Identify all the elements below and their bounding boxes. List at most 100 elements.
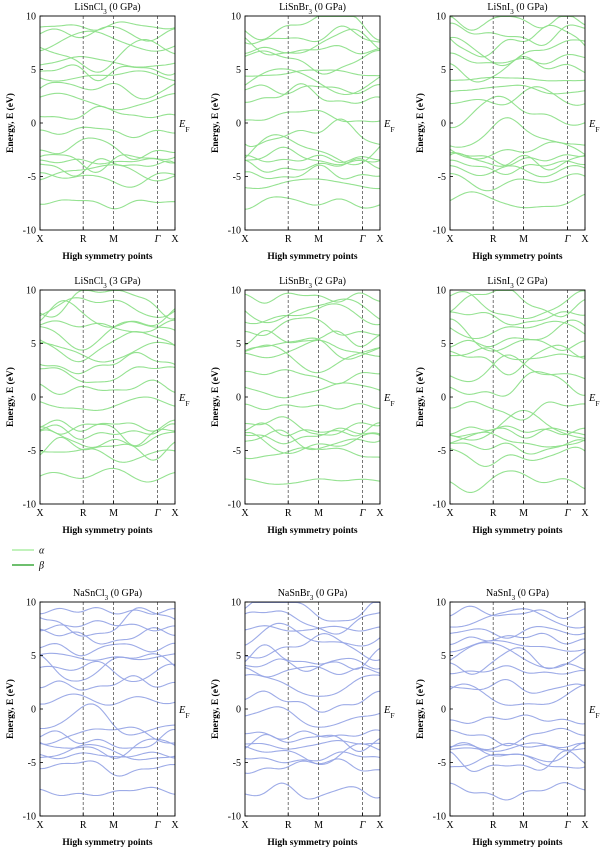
y-tick-label: -5	[438, 172, 446, 183]
y-tick-label: -5	[438, 758, 446, 769]
x-tick-label: R	[285, 820, 292, 831]
x-axis-label: High symmetry points	[62, 838, 153, 848]
band-line	[39, 297, 176, 318]
band-line	[39, 738, 176, 759]
band-line	[244, 292, 381, 304]
x-tick-label: Γ	[359, 508, 366, 519]
band-line	[449, 320, 586, 340]
x-tick-label: Γ	[154, 234, 161, 245]
band-line	[39, 289, 176, 320]
band-line	[449, 678, 586, 694]
band-line	[244, 644, 381, 670]
band-line	[449, 344, 586, 376]
band-line	[449, 626, 586, 639]
panel-title: LiSnCl3 (3 GPa)	[74, 276, 140, 290]
band-line	[244, 158, 381, 173]
band-line	[39, 786, 176, 797]
band-line	[39, 660, 176, 683]
band-line	[39, 620, 176, 632]
x-tick-label: X	[241, 820, 249, 831]
y-tick-label: -10	[433, 812, 446, 823]
band-line	[39, 172, 176, 188]
panel-title: LiSnCl3 (0 GPa)	[74, 2, 140, 16]
band-line	[244, 45, 381, 55]
band-line	[39, 331, 176, 363]
plot-frame	[39, 601, 176, 817]
band-line	[244, 15, 381, 41]
fermi-level-label: EF	[178, 705, 190, 720]
band-line	[244, 25, 381, 45]
band-line	[449, 318, 586, 352]
band-line	[449, 605, 586, 620]
band-line	[39, 25, 176, 42]
y-tick-label: -10	[23, 812, 36, 823]
band-line	[449, 152, 586, 167]
band-line	[39, 366, 176, 383]
plot-frame	[39, 289, 176, 505]
band-line	[449, 347, 586, 361]
band-line	[39, 396, 176, 411]
band-line	[449, 470, 586, 493]
x-axis-label: High symmetry points	[472, 526, 563, 536]
y-tick-label: 5	[236, 339, 241, 350]
band-line	[244, 49, 381, 75]
x-tick-label: R	[80, 234, 87, 245]
panel-title: NaSnCl3 (0 GPa)	[73, 588, 142, 602]
band-line	[449, 84, 586, 95]
band-line	[39, 675, 176, 691]
band-line	[244, 317, 381, 337]
y-tick-label: 10	[26, 286, 36, 297]
band-line	[39, 728, 176, 749]
y-tick-label: 5	[441, 651, 446, 662]
x-tick-label: R	[490, 820, 497, 831]
band-line	[39, 154, 176, 173]
band-line	[449, 647, 586, 675]
y-axis-label: Energy, E (eV)	[415, 93, 426, 153]
x-tick-label: Γ	[564, 508, 571, 519]
x-tick-label: X	[241, 234, 249, 245]
band-line	[244, 329, 381, 348]
x-tick-label: R	[80, 820, 87, 831]
band-line	[244, 178, 381, 190]
band-line	[244, 369, 380, 385]
band-line	[244, 740, 381, 750]
y-tick-label: 0	[441, 119, 446, 130]
y-tick-label: -10	[228, 226, 241, 237]
y-tick-label: 5	[441, 65, 446, 76]
band-line	[244, 427, 381, 445]
band-line	[39, 21, 176, 31]
band-line	[449, 86, 586, 106]
x-tick-label: X	[36, 508, 44, 519]
band-line	[450, 22, 586, 47]
band-line	[39, 92, 176, 111]
band-line	[450, 439, 586, 455]
y-tick-label: -5	[28, 172, 36, 183]
panel-title: LiSnI3 (0 GPa)	[487, 2, 547, 16]
y-tick-label: 10	[26, 598, 36, 609]
band-line	[39, 607, 176, 637]
y-axis-label: Energy, E (eV)	[415, 679, 426, 739]
y-axis-label: Energy, E (eV)	[415, 367, 426, 427]
band-line	[449, 52, 586, 65]
y-tick-label: 10	[436, 12, 446, 23]
band-line	[449, 311, 586, 326]
band-line	[39, 467, 176, 483]
fermi-level-label: EF	[588, 393, 600, 408]
x-tick-label: X	[581, 508, 589, 519]
x-tick-label: X	[581, 820, 589, 831]
band-line	[449, 289, 586, 318]
x-tick-label: Γ	[564, 234, 571, 245]
band-line	[39, 319, 176, 333]
band-line	[40, 703, 176, 736]
band-line	[244, 337, 381, 360]
y-axis-label: Energy, E (eV)	[5, 367, 16, 427]
band-line	[244, 164, 381, 180]
band-line	[449, 446, 586, 467]
band-line	[244, 447, 381, 460]
band-line	[39, 300, 176, 328]
band-line	[244, 28, 381, 56]
x-tick-label: M	[109, 234, 118, 245]
band-line	[244, 303, 381, 326]
band-line	[39, 64, 176, 82]
